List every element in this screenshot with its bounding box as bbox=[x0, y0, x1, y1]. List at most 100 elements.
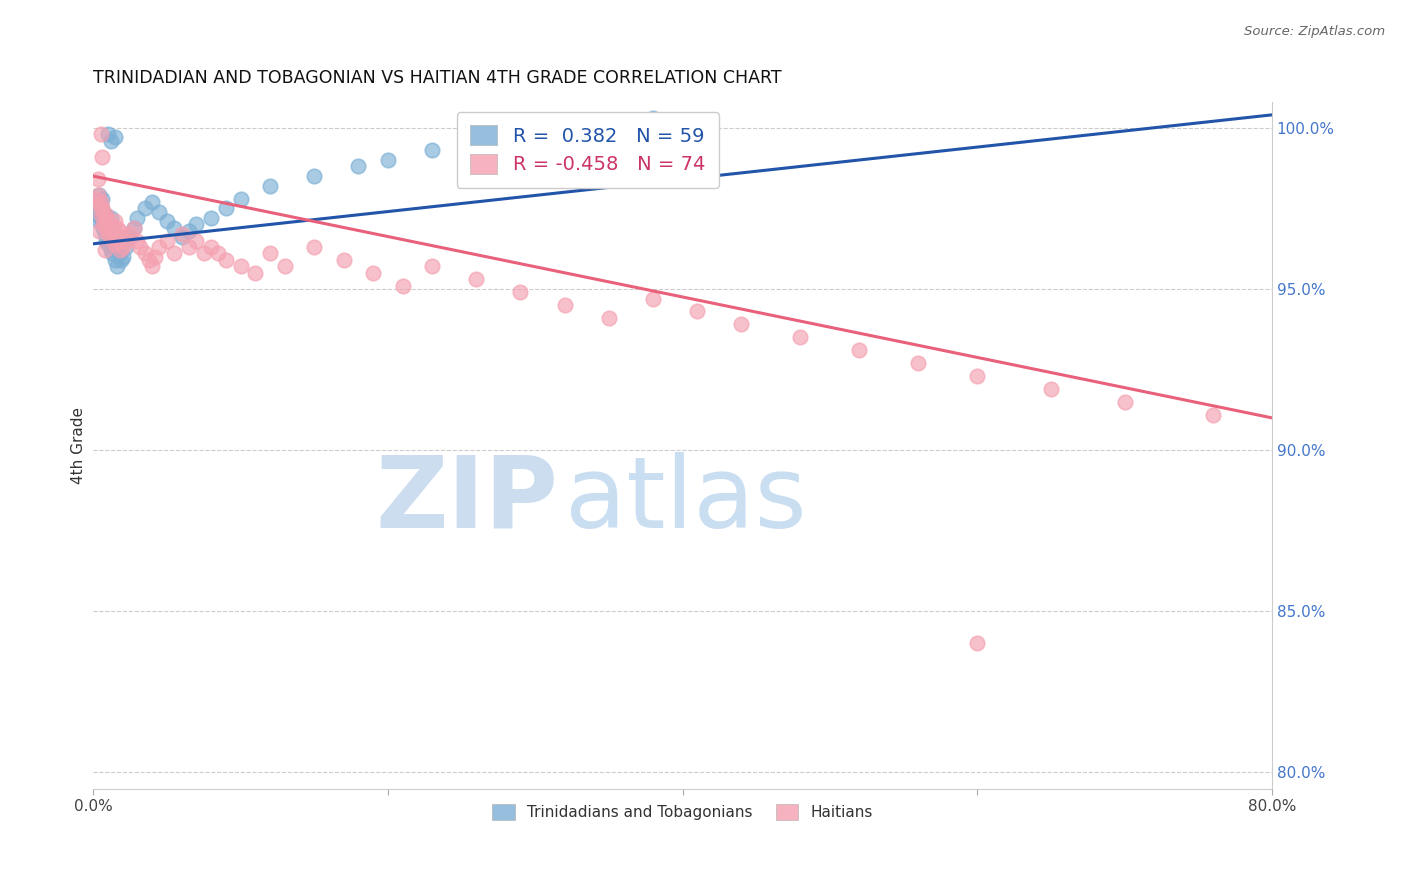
Point bbox=[86, 208, 108, 222]
Point bbox=[118, 227, 141, 241]
Point bbox=[177, 224, 200, 238]
Text: ZIP: ZIP bbox=[375, 451, 558, 549]
Point bbox=[193, 246, 215, 260]
Point bbox=[274, 260, 297, 274]
Point bbox=[90, 211, 112, 225]
Point bbox=[90, 208, 112, 222]
Point bbox=[97, 214, 120, 228]
Point bbox=[141, 194, 163, 209]
Point bbox=[129, 240, 152, 254]
Point bbox=[907, 356, 929, 370]
Point bbox=[105, 260, 128, 274]
Point bbox=[96, 208, 118, 222]
Point bbox=[110, 230, 132, 244]
Point bbox=[377, 153, 399, 167]
Point bbox=[94, 211, 117, 225]
Point bbox=[105, 220, 128, 235]
Point bbox=[105, 234, 128, 248]
Point bbox=[87, 224, 110, 238]
Point bbox=[509, 285, 531, 300]
Point bbox=[1202, 408, 1225, 422]
Point bbox=[302, 240, 325, 254]
Point bbox=[100, 244, 122, 258]
Point bbox=[114, 234, 136, 248]
Point bbox=[138, 252, 160, 267]
Point bbox=[114, 240, 136, 254]
Point bbox=[98, 218, 121, 232]
Point bbox=[98, 220, 121, 235]
Point bbox=[93, 220, 115, 235]
Point bbox=[170, 230, 193, 244]
Point bbox=[215, 252, 238, 267]
Point bbox=[156, 234, 179, 248]
Point bbox=[730, 318, 752, 332]
Point bbox=[97, 236, 120, 251]
Point bbox=[118, 230, 141, 244]
Point bbox=[96, 220, 118, 235]
Point bbox=[259, 178, 281, 193]
Point bbox=[143, 250, 166, 264]
Point bbox=[641, 111, 664, 125]
Point bbox=[111, 240, 134, 254]
Point bbox=[90, 198, 112, 212]
Point bbox=[104, 252, 127, 267]
Point bbox=[87, 188, 110, 202]
Point bbox=[966, 636, 988, 650]
Point bbox=[101, 224, 124, 238]
Point bbox=[148, 204, 170, 219]
Point bbox=[966, 368, 988, 383]
Point bbox=[93, 204, 115, 219]
Point bbox=[87, 214, 110, 228]
Point bbox=[686, 304, 709, 318]
Point bbox=[110, 252, 132, 267]
Point bbox=[156, 214, 179, 228]
Point bbox=[93, 218, 115, 232]
Point bbox=[96, 208, 118, 222]
Point bbox=[420, 260, 443, 274]
Point bbox=[134, 246, 156, 260]
Point bbox=[91, 218, 114, 232]
Point bbox=[420, 144, 443, 158]
Point bbox=[361, 266, 384, 280]
Point bbox=[108, 224, 131, 238]
Point bbox=[215, 202, 238, 216]
Point bbox=[100, 218, 122, 232]
Point bbox=[91, 202, 114, 216]
Point bbox=[479, 134, 502, 148]
Point bbox=[554, 298, 576, 312]
Point bbox=[97, 224, 120, 238]
Point bbox=[141, 260, 163, 274]
Point bbox=[229, 192, 252, 206]
Point bbox=[93, 204, 115, 219]
Point bbox=[94, 227, 117, 241]
Point bbox=[101, 246, 124, 260]
Point bbox=[84, 202, 107, 216]
Point bbox=[104, 236, 127, 251]
Point bbox=[347, 160, 370, 174]
Point bbox=[186, 234, 208, 248]
Point bbox=[100, 134, 122, 148]
Point bbox=[91, 192, 114, 206]
Point bbox=[200, 240, 222, 254]
Point bbox=[848, 343, 870, 358]
Point bbox=[245, 266, 267, 280]
Point bbox=[100, 230, 122, 244]
Point bbox=[86, 188, 108, 202]
Point bbox=[207, 246, 229, 260]
Legend: Trinidadians and Tobagonians, Haitians: Trinidadians and Tobagonians, Haitians bbox=[479, 792, 886, 832]
Point bbox=[124, 220, 146, 235]
Text: Source: ZipAtlas.com: Source: ZipAtlas.com bbox=[1244, 25, 1385, 38]
Point bbox=[103, 230, 125, 244]
Point bbox=[108, 246, 131, 260]
Point bbox=[598, 310, 620, 325]
Point bbox=[108, 244, 131, 258]
Point bbox=[87, 198, 110, 212]
Point bbox=[1114, 394, 1136, 409]
Point bbox=[148, 240, 170, 254]
Point bbox=[641, 292, 664, 306]
Point bbox=[127, 234, 149, 248]
Point bbox=[107, 234, 129, 248]
Point bbox=[332, 252, 354, 267]
Point bbox=[94, 214, 117, 228]
Point bbox=[598, 118, 620, 132]
